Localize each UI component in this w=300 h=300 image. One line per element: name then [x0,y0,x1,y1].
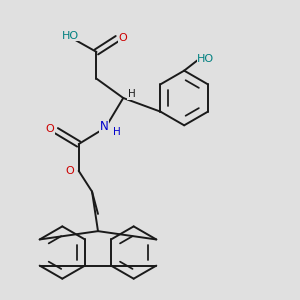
Text: N: N [100,120,108,133]
Text: H: H [113,127,121,137]
Text: O: O [46,124,54,134]
Text: HO: HO [62,31,79,40]
Text: O: O [65,166,74,176]
Text: HO: HO [197,54,214,64]
Text: H: H [128,89,135,99]
Text: O: O [118,33,127,43]
